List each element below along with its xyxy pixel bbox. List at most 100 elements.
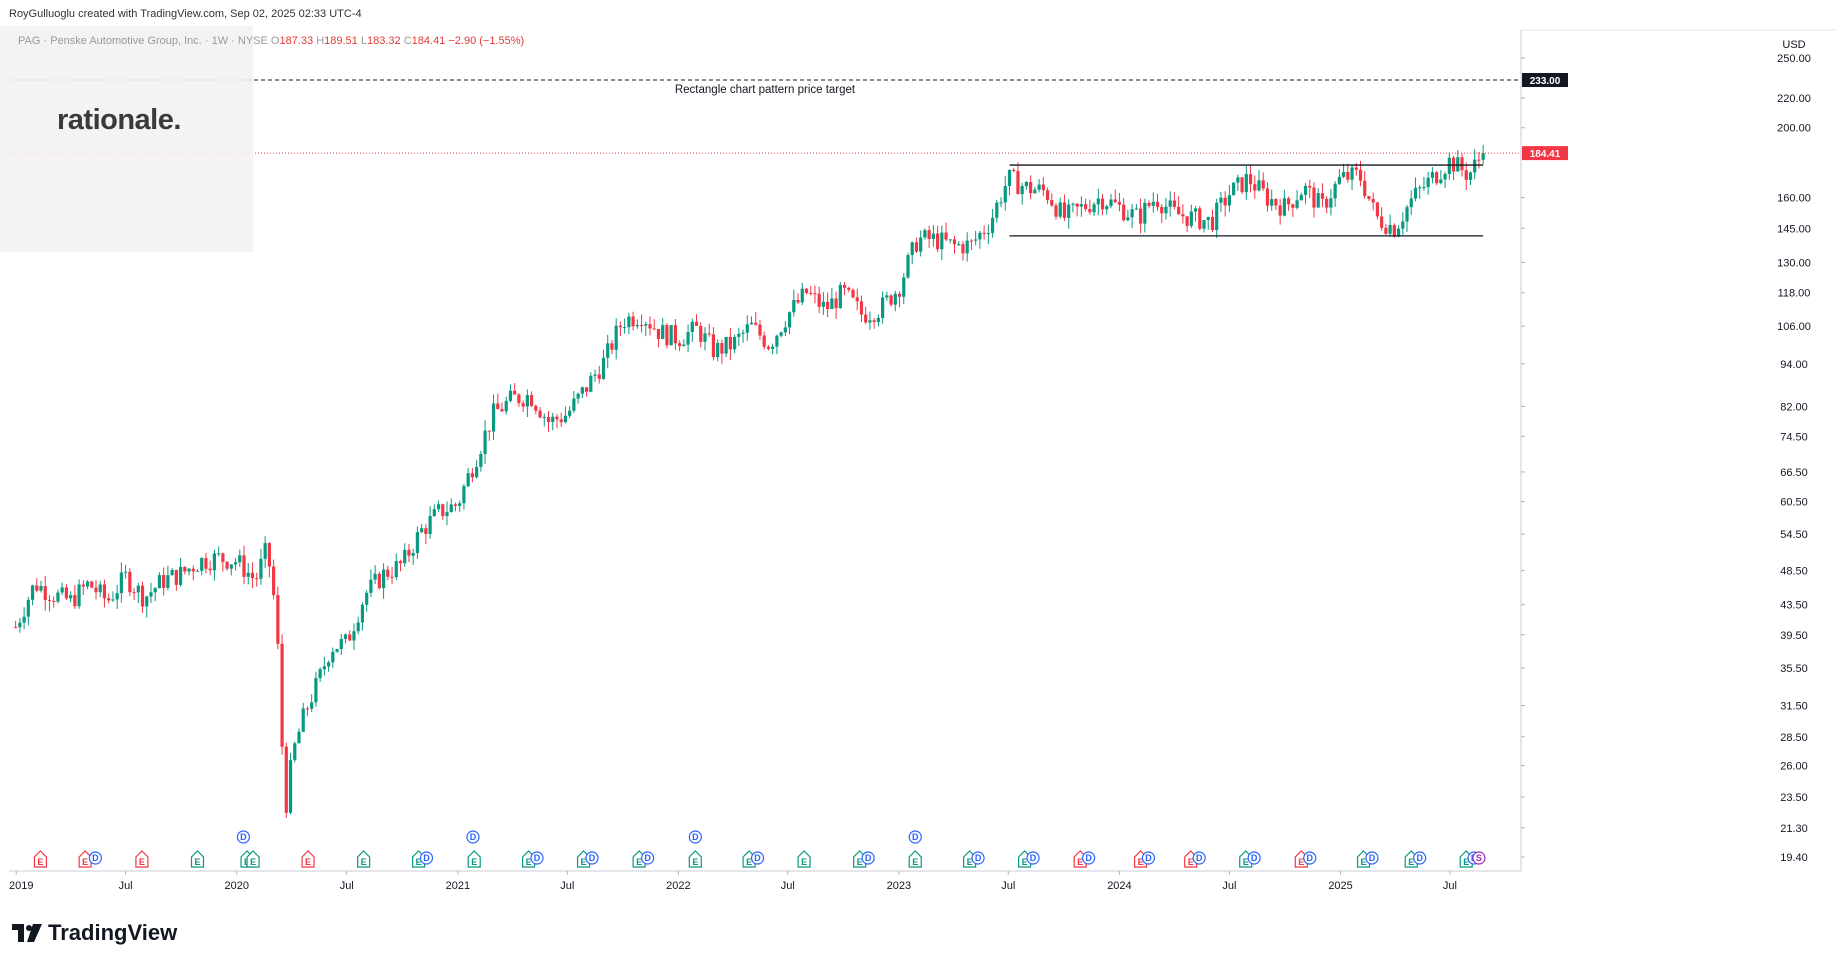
dividend-marker[interactable]: D — [1082, 851, 1096, 865]
dividend-marker[interactable]: D — [236, 830, 251, 844]
earnings-letter: E — [1361, 857, 1367, 867]
dividend-letter: D — [912, 832, 919, 842]
candle-body — [830, 298, 834, 310]
earnings-icon — [33, 850, 48, 868]
dividend-marker[interactable]: D — [1247, 851, 1261, 865]
dividend-marker[interactable]: D — [1026, 851, 1040, 865]
candle-body — [263, 543, 267, 559]
dividend-marker[interactable]: D — [530, 851, 544, 865]
candle-body — [724, 336, 728, 354]
candle-body — [259, 558, 263, 579]
candle-body — [424, 528, 428, 534]
dividend-marker[interactable]: D — [1141, 851, 1156, 865]
earnings-marker[interactable]: E — [467, 850, 481, 868]
y-tick-label: 250.00 — [1777, 53, 1811, 65]
candle-body — [411, 553, 415, 556]
dividend-letter: D — [754, 853, 761, 863]
earnings-letter: E — [581, 857, 587, 867]
candle-body — [559, 419, 563, 423]
candle-body — [931, 233, 935, 240]
earnings-marker[interactable]: E — [797, 850, 811, 868]
earnings-icon — [688, 850, 702, 868]
candle-body — [957, 244, 961, 246]
earnings-marker[interactable]: E — [190, 850, 205, 868]
candle-body — [85, 581, 90, 587]
dividend-marker[interactable]: D — [750, 851, 765, 865]
candle-body — [1380, 216, 1384, 228]
candle-body — [897, 293, 902, 297]
candle-body — [623, 327, 627, 329]
candle-body — [1029, 182, 1033, 194]
x-tick-label: 2019 — [9, 880, 33, 892]
candle-body — [627, 316, 631, 328]
candle-body — [30, 585, 35, 600]
y-tick-label: 54.50 — [1780, 529, 1808, 541]
candle-body — [826, 301, 830, 310]
candle-body — [1109, 199, 1113, 207]
tradingview-logo[interactable]: TradingView — [12, 920, 177, 946]
candle-body — [466, 473, 470, 487]
dividend-marker[interactable]: D — [1365, 851, 1379, 865]
candle-body — [52, 600, 56, 602]
candle-body — [132, 592, 136, 594]
dividend-marker[interactable]: D — [640, 851, 655, 865]
candle-body — [1067, 204, 1071, 218]
earnings-marker[interactable]: E — [688, 850, 702, 868]
candle-body — [986, 232, 990, 234]
candle-body — [1219, 197, 1223, 203]
dividend-marker[interactable]: D — [971, 851, 985, 865]
candle-body — [1388, 224, 1392, 234]
candle-body — [1033, 189, 1037, 194]
y-tick-label: 23.50 — [1780, 792, 1808, 804]
candle-body — [428, 515, 432, 534]
candle-body — [1240, 177, 1244, 193]
dividend-marker[interactable]: D — [861, 851, 875, 865]
candle-body — [1384, 227, 1388, 234]
tradingview-mark-icon — [12, 924, 42, 942]
candle-body — [940, 232, 944, 250]
watermark-panel — [0, 26, 253, 252]
dividend-marker[interactable]: D — [1192, 851, 1206, 865]
earnings-letter: E — [1188, 857, 1194, 867]
earnings-marker[interactable]: E — [301, 850, 315, 868]
candle-body — [944, 232, 948, 240]
dividend-marker[interactable]: D — [688, 830, 702, 844]
candle-body — [1147, 202, 1151, 206]
candle-body — [508, 390, 513, 401]
candle-body — [1054, 205, 1058, 217]
candle-body — [914, 242, 919, 252]
earnings-marker[interactable]: E — [357, 850, 371, 868]
dividend-marker[interactable]: D — [908, 830, 922, 844]
earnings-marker[interactable]: E — [33, 850, 48, 868]
chart-credit: RoyGulluoglu created with TradingView.co… — [9, 8, 362, 20]
candle-body — [673, 325, 677, 344]
candle-body — [678, 343, 682, 347]
candle-body — [576, 393, 580, 399]
candle-body — [1468, 172, 1473, 180]
earnings-letter: E — [139, 857, 145, 867]
dividend-marker[interactable]: D — [585, 851, 599, 865]
dividend-marker[interactable]: D — [1413, 851, 1427, 865]
earnings-marker[interactable]: E — [908, 850, 922, 868]
earnings-letter: E — [471, 857, 477, 867]
candle-body — [1350, 167, 1354, 180]
dividend-icon — [971, 851, 985, 865]
dividend-marker[interactable]: D — [419, 851, 434, 865]
candle-body — [18, 622, 22, 628]
dividend-marker[interactable]: D — [466, 830, 480, 844]
candle-body — [1126, 217, 1130, 221]
dividend-icon — [1413, 851, 1427, 865]
candle-body — [1329, 198, 1333, 208]
candle-body — [178, 566, 183, 585]
earnings-marker[interactable]: E — [135, 850, 149, 868]
dividend-marker[interactable]: S — [1472, 851, 1486, 865]
earnings-icon — [135, 850, 149, 868]
x-tick-label: 2020 — [225, 880, 249, 892]
earnings-marker[interactable]: E — [246, 850, 260, 868]
dividend-marker[interactable]: D — [88, 851, 102, 865]
candle-body — [1392, 224, 1396, 237]
last-price-label: 184.41 — [1530, 149, 1561, 160]
dividend-marker[interactable]: D — [1303, 851, 1317, 865]
earnings-marker[interactable]: E — [78, 850, 92, 868]
